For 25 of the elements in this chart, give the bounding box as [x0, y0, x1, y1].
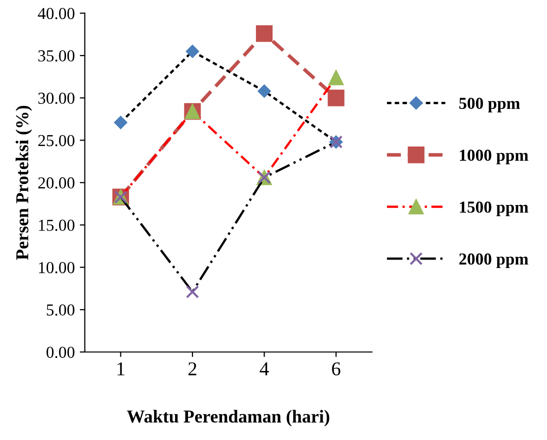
point: [328, 90, 344, 106]
x-tick-label: 6: [332, 362, 340, 376]
y-tick-label: 10.00: [39, 262, 74, 274]
y-tick-label: 35.00: [38, 50, 74, 62]
y-tick-label: 15.00: [39, 220, 74, 231]
x-tick-label: 4: [260, 362, 269, 376]
x-tick-label: 2: [188, 362, 196, 376]
y-tick-label: 5.00: [46, 304, 74, 316]
y-tick-label: 20.00: [38, 177, 74, 189]
x-tick-label: 1: [118, 362, 124, 376]
x-axis-title: Waktu Perendaman (hari): [126, 410, 330, 426]
y-tick-label: 0.00: [46, 346, 74, 358]
point: [256, 25, 273, 42]
y-tick-label: 25.00: [38, 134, 74, 146]
legend-label: 500 ppm: [459, 98, 520, 112]
point: [258, 84, 271, 98]
y-tick-label: 30.00: [38, 92, 74, 104]
point: [186, 44, 200, 58]
y-axis-title: Persen Proteksi (%): [16, 106, 32, 260]
legend-label: 1500 ppm: [460, 202, 528, 216]
legend-label: 1000 ppm: [460, 150, 528, 164]
legend-label: 2000 ppm: [459, 253, 528, 268]
point: [186, 285, 200, 298]
point: [114, 116, 128, 130]
y-tick-label: 40.00: [38, 8, 74, 20]
